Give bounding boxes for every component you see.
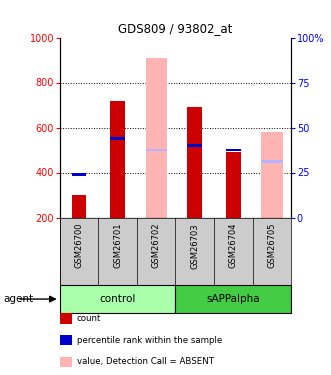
Bar bbox=[187, 144, 202, 147]
Text: percentile rank within the sample: percentile rank within the sample bbox=[77, 336, 222, 345]
Text: sAPPalpha: sAPPalpha bbox=[207, 294, 260, 304]
Text: GSM26702: GSM26702 bbox=[152, 223, 161, 268]
Text: GSM26704: GSM26704 bbox=[229, 223, 238, 268]
Bar bbox=[261, 160, 283, 163]
Bar bbox=[71, 195, 86, 217]
Bar bbox=[261, 132, 283, 218]
Bar bbox=[175, 285, 291, 313]
Text: count: count bbox=[77, 314, 101, 323]
Bar bbox=[146, 58, 167, 217]
Text: GSM26705: GSM26705 bbox=[267, 223, 276, 268]
Bar bbox=[226, 148, 241, 152]
Text: control: control bbox=[99, 294, 136, 304]
Text: value, Detection Call = ABSENT: value, Detection Call = ABSENT bbox=[77, 357, 214, 366]
Text: GSM26701: GSM26701 bbox=[113, 223, 122, 268]
Bar bbox=[110, 100, 125, 218]
Bar bbox=[146, 148, 167, 152]
Bar bbox=[60, 285, 175, 313]
Bar bbox=[110, 137, 125, 140]
Text: agent: agent bbox=[3, 294, 33, 304]
Text: GSM26703: GSM26703 bbox=[190, 223, 199, 268]
Text: GSM26700: GSM26700 bbox=[74, 223, 83, 268]
Bar bbox=[71, 173, 86, 176]
Bar bbox=[187, 107, 202, 218]
Title: GDS809 / 93802_at: GDS809 / 93802_at bbox=[118, 22, 233, 35]
Bar bbox=[226, 152, 241, 217]
